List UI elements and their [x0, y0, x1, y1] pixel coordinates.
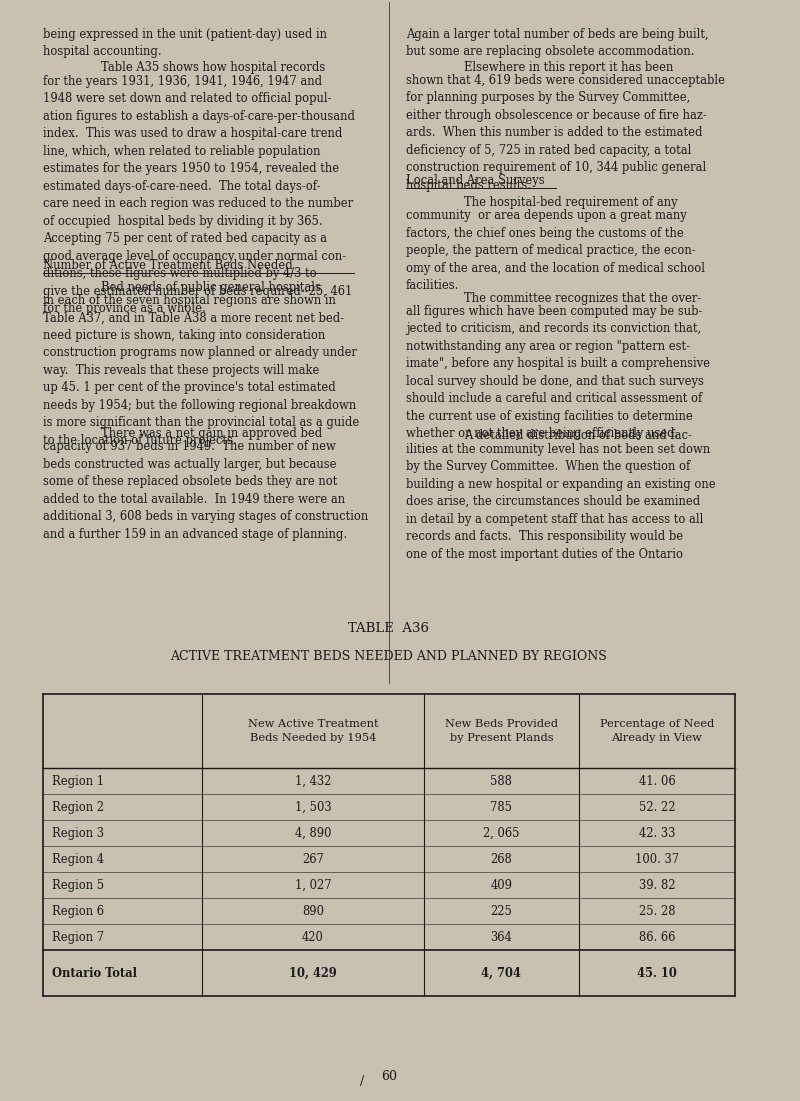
Text: 10, 429: 10, 429: [289, 967, 337, 980]
Text: being expressed in the unit (patient-day) used in
hospital accounting.: being expressed in the unit (patient-day…: [42, 28, 326, 58]
Text: community  or area depends upon a great many
factors, the chief ones being the c: community or area depends upon a great m…: [406, 209, 705, 292]
Text: Region 6: Region 6: [52, 905, 104, 918]
Text: Ontario Total: Ontario Total: [52, 967, 137, 980]
Text: 4, 890: 4, 890: [294, 827, 331, 840]
Text: 268: 268: [490, 853, 512, 865]
Text: all figures which have been computed may be sub-
jected to criticism, and record: all figures which have been computed may…: [406, 305, 710, 440]
Text: Elsewhere in this report it has been: Elsewhere in this report it has been: [464, 61, 674, 74]
Text: 267: 267: [302, 853, 324, 865]
Text: 41. 06: 41. 06: [638, 775, 675, 788]
Text: The committee recognizes that the over-: The committee recognizes that the over-: [464, 292, 702, 305]
Text: Local and Area Surveys: Local and Area Surveys: [406, 174, 545, 187]
Text: Region 7: Region 7: [52, 930, 104, 944]
Text: capacity of 937 beds in 1949.  The number of new
beds constructed was actually l: capacity of 937 beds in 1949. The number…: [42, 440, 368, 541]
Text: Again a larger total number of beds are being built,
but some are replacing obso: Again a larger total number of beds are …: [406, 28, 709, 58]
Text: 890: 890: [302, 905, 324, 918]
Text: ilities at the community level has not been set down
by the Survey Committee.  W: ilities at the community level has not b…: [406, 443, 715, 560]
Text: shown that 4, 619 beds were considered unacceptable
for planning purposes by the: shown that 4, 619 beds were considered u…: [406, 74, 725, 192]
Text: 588: 588: [490, 775, 512, 788]
Text: 785: 785: [490, 800, 512, 814]
Text: 420: 420: [302, 930, 324, 944]
Text: Region 1: Region 1: [52, 775, 104, 788]
Text: The hospital-bed requirement of any: The hospital-bed requirement of any: [464, 196, 678, 209]
Text: New Active Treatment
Beds Needed by 1954: New Active Treatment Beds Needed by 1954: [247, 719, 378, 743]
Text: 364: 364: [490, 930, 512, 944]
Text: Number of Active Treatment Beds Needed: Number of Active Treatment Beds Needed: [42, 259, 293, 272]
Text: Region 2: Region 2: [52, 800, 104, 814]
Text: Region 3: Region 3: [52, 827, 104, 840]
Text: 4, 704: 4, 704: [482, 967, 522, 980]
Text: for the years 1931, 1936, 1941, 1946, 1947 and
1948 were set down and related to: for the years 1931, 1936, 1941, 1946, 19…: [42, 75, 354, 315]
Text: in each of the seven hospital regions are shown in
Table A37, and in Table A38 a: in each of the seven hospital regions ar…: [42, 294, 359, 447]
Text: 100. 37: 100. 37: [635, 853, 679, 865]
Text: Table A35 shows how hospital records: Table A35 shows how hospital records: [101, 61, 326, 74]
Text: TABLE  A36: TABLE A36: [348, 622, 429, 635]
Text: 1, 027: 1, 027: [294, 879, 331, 892]
Text: 409: 409: [490, 879, 512, 892]
Text: 60: 60: [381, 1070, 397, 1083]
Text: 45. 10: 45. 10: [637, 967, 677, 980]
Text: 52. 22: 52. 22: [638, 800, 675, 814]
Text: 25. 28: 25. 28: [638, 905, 675, 918]
Text: A detailed distribution of beds and fac-: A detailed distribution of beds and fac-: [464, 429, 692, 443]
Text: 225: 225: [490, 905, 512, 918]
Text: Percentage of Need
Already in View: Percentage of Need Already in View: [600, 719, 714, 743]
Text: /: /: [360, 1075, 364, 1088]
Text: 39. 82: 39. 82: [638, 879, 675, 892]
Text: New Beds Provided
by Present Plands: New Beds Provided by Present Plands: [445, 719, 558, 743]
Text: ACTIVE TREATMENT BEDS NEEDED AND PLANNED BY REGIONS: ACTIVE TREATMENT BEDS NEEDED AND PLANNED…: [170, 650, 607, 663]
Text: Bed needs of public general hospitals: Bed needs of public general hospitals: [101, 281, 321, 294]
Text: There was a net gain in approved bed: There was a net gain in approved bed: [101, 427, 322, 440]
Text: Region 4: Region 4: [52, 853, 104, 865]
Text: 1, 503: 1, 503: [294, 800, 331, 814]
Text: 86. 66: 86. 66: [638, 930, 675, 944]
Text: 2, 065: 2, 065: [483, 827, 520, 840]
Text: 42. 33: 42. 33: [638, 827, 675, 840]
Text: Region 5: Region 5: [52, 879, 104, 892]
Text: 1, 432: 1, 432: [294, 775, 331, 788]
